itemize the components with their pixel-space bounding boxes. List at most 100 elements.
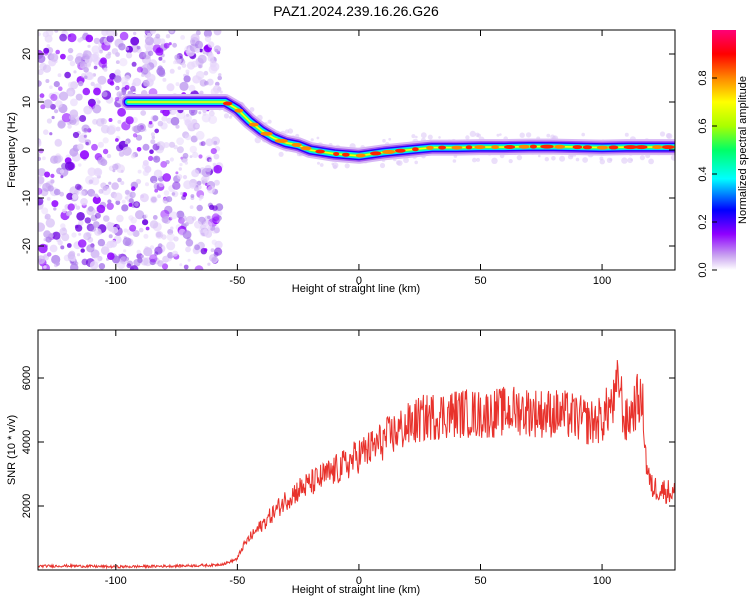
x-tick-label: 100 <box>593 275 611 287</box>
noise-blob <box>100 57 107 65</box>
noise-blob <box>79 115 87 122</box>
noise-blob <box>115 126 121 132</box>
noise-blob <box>91 143 98 151</box>
noise-blob <box>77 239 87 248</box>
noise-blob <box>121 199 126 204</box>
noise-blob <box>207 52 214 59</box>
noise-blob <box>61 233 70 242</box>
halo-blob <box>477 133 481 138</box>
noise-blob <box>45 236 52 243</box>
noise-blob <box>112 169 116 173</box>
ridge-peak <box>333 152 340 156</box>
colorbar: 0.0 0.2 0.4 0.6 0.8 Normalized spectral ampl… <box>697 30 749 278</box>
noise-blob <box>41 207 49 215</box>
noise-blob <box>90 81 95 87</box>
noise-blob <box>70 263 79 270</box>
noise-blob <box>201 167 211 178</box>
y-tick-label: 6000 <box>21 366 33 390</box>
noise-blob <box>143 80 150 87</box>
ridge-peak <box>315 149 325 154</box>
noise-blob <box>55 49 60 55</box>
noise-blob <box>180 191 184 196</box>
halo-blob <box>550 134 555 140</box>
noise-blob <box>138 227 144 233</box>
noise-blob <box>214 48 219 53</box>
noise-blob <box>54 30 59 33</box>
spectrogram-y-label: Frequency (Hz) <box>6 112 18 188</box>
noise-blob <box>95 97 100 103</box>
noise-blob <box>131 186 136 191</box>
noise-blob <box>69 114 75 121</box>
halo-blob <box>284 129 290 134</box>
noise-blob <box>44 213 51 220</box>
noise-blob <box>67 33 77 43</box>
noise-blob <box>156 231 162 238</box>
noise-blob <box>165 34 171 39</box>
noise-blob <box>46 252 52 257</box>
noise-blob <box>147 50 154 56</box>
ridge-peak <box>572 145 583 150</box>
noise-blob <box>80 248 85 253</box>
ridge-peak <box>291 142 302 147</box>
ridge-peak <box>554 144 566 149</box>
halo-blob <box>639 155 646 161</box>
noise-blob <box>83 232 92 241</box>
noise-blob <box>135 210 145 220</box>
noise-blob <box>129 191 136 198</box>
noise-blob <box>151 135 156 140</box>
y-tick-label: 10 <box>21 96 33 108</box>
noise-blob <box>128 215 134 221</box>
spectrogram-x-label: Height of straight line (km) <box>292 283 420 295</box>
noise-blob <box>210 148 217 155</box>
noise-blob <box>164 205 173 215</box>
noise-blob <box>82 87 91 96</box>
halo-blob <box>465 135 470 140</box>
noise-blob <box>182 175 188 180</box>
noise-blob <box>150 175 158 184</box>
halo-blob <box>519 132 525 138</box>
halo-blob <box>344 163 350 169</box>
noise-blob <box>95 194 100 198</box>
noise-blob <box>163 42 170 49</box>
noise-blob <box>208 110 215 117</box>
noise-blob <box>131 82 137 87</box>
noise-blob <box>186 72 190 76</box>
ridge-peak <box>382 149 396 154</box>
y-tick-label: 20 <box>21 48 33 60</box>
noise-blob <box>184 119 191 126</box>
noise-blob <box>207 41 215 48</box>
noise-blob <box>143 233 149 239</box>
noise-blob <box>211 239 217 245</box>
noise-blob <box>51 115 55 120</box>
noise-blob <box>75 93 83 101</box>
halo-blob <box>624 132 629 137</box>
x-tick-label: 50 <box>474 575 486 587</box>
noise-blob <box>168 42 172 46</box>
noise-blob <box>183 264 189 270</box>
colorbar-tick-label: 0.8 <box>697 70 709 85</box>
noise-blob <box>76 212 85 221</box>
noise-blob <box>93 65 98 70</box>
halo-blob <box>317 161 320 165</box>
noise-blob <box>147 73 156 83</box>
halo-blob <box>414 160 419 165</box>
noise-blob <box>145 226 150 231</box>
ridge-peak <box>248 122 259 127</box>
noise-blob <box>43 129 49 135</box>
noise-blob <box>80 132 88 140</box>
noise-blob <box>89 261 99 270</box>
noise-blob <box>137 169 142 174</box>
ridge-peak <box>426 145 434 150</box>
noise-blob <box>64 161 75 171</box>
noise-blob <box>152 36 162 46</box>
noise-blob <box>187 46 195 53</box>
halo-blob <box>249 107 255 112</box>
noise-blob <box>45 218 55 228</box>
noise-blob <box>106 153 112 159</box>
noise-blob <box>185 246 191 253</box>
noise-blob <box>171 192 176 196</box>
ridge-peak <box>234 108 244 113</box>
ridge-peak <box>222 101 233 106</box>
noise-blob <box>82 50 92 60</box>
